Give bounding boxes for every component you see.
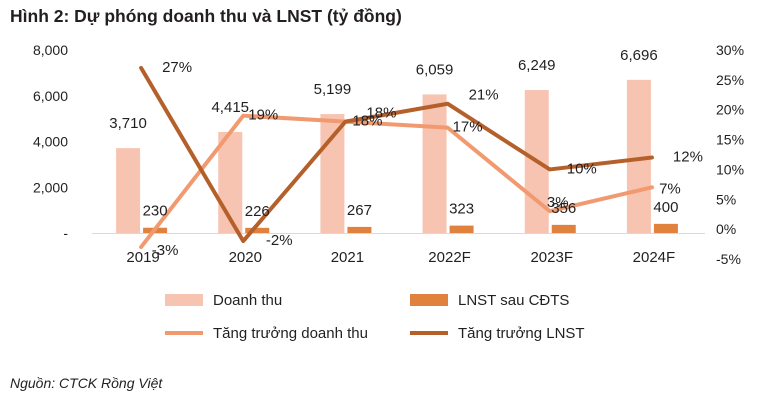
revenue-data-label: 6,059 (416, 61, 454, 78)
profit-data-label: 400 (653, 199, 678, 216)
legend-label: LNST sau CĐTS (458, 292, 569, 309)
y-right-tick-label: 30% (716, 42, 744, 58)
revenue-data-label: 6,249 (518, 57, 556, 74)
profit-growth-label: -2% (266, 232, 293, 249)
revenue-bar (116, 148, 141, 233)
x-tick-label: 2024F (633, 249, 676, 266)
profit-growth-label: 27% (162, 59, 192, 76)
revenue-data-label: 3,710 (109, 115, 147, 132)
revenue-data-label: 4,415 (211, 99, 249, 116)
profit-bar (347, 226, 372, 233)
profit-data-label: 356 (551, 200, 576, 217)
profit-growth-line (139, 65, 654, 244)
source-note: Nguồn: CTCK Rồng Việt (10, 375, 163, 391)
revenue-growth-label: 18% (352, 113, 382, 130)
revenue-growth-label: 3% (547, 194, 569, 211)
revenue-data-label: 6,696 (620, 47, 658, 64)
y-left-tick-label: - (63, 225, 68, 241)
legend-label: Tăng trưởng LNST (458, 325, 585, 342)
y-right-tick-label: 20% (716, 102, 744, 118)
y-right-tick-label: 25% (716, 72, 744, 88)
revenue-growth-label: 7% (659, 180, 681, 197)
y-right-tick-label: 15% (716, 132, 744, 148)
profit-growth-label: 18% (366, 105, 396, 122)
profit-data-label: 267 (347, 202, 372, 219)
y-right-tick-label: 5% (716, 191, 736, 207)
revenue-growth-label: -3% (152, 242, 179, 259)
revenue-bar (422, 94, 447, 233)
profit-growth-label: 10% (567, 160, 597, 177)
x-tick-label: 2020 (229, 249, 262, 266)
profit-growth-label: 21% (469, 87, 499, 104)
profit-data-label: 226 (245, 203, 270, 220)
y-right-tick-label: 10% (716, 161, 744, 177)
profit-growth-label: 12% (673, 148, 703, 165)
x-tick-label: 2022F (428, 249, 471, 266)
x-tick-label: 2023F (530, 249, 573, 266)
revenue-growth-label: 17% (453, 119, 483, 136)
profit-bar (449, 225, 474, 233)
y-right-tick-label: 0% (716, 221, 736, 237)
profit-bar (551, 224, 576, 233)
y-right-tick-label: -5% (716, 251, 741, 267)
chart-title: Hình 2: Dự phóng doanh thu và LNST (tỷ đ… (10, 6, 402, 26)
revenue-growth-label: 19% (248, 107, 278, 124)
legend-label: Doanh thu (213, 292, 282, 309)
x-tick-label: 2019 (126, 249, 159, 266)
revenue-bar (320, 114, 345, 233)
legend-swatch (410, 294, 448, 306)
revenue-growth-line (139, 113, 654, 250)
legend-label: Tăng trưởng doanh thu (213, 325, 368, 342)
profit-bar (245, 227, 270, 233)
x-tick-label: 2021 (331, 249, 364, 266)
profit-bar (653, 223, 678, 233)
revenue-data-label: 5,199 (314, 81, 352, 98)
legend-swatch (165, 294, 203, 306)
y-left-tick-label: 4,000 (33, 134, 68, 150)
y-left-tick-label: 6,000 (33, 88, 68, 104)
profit-data-label: 230 (143, 203, 168, 220)
profit-data-label: 323 (449, 201, 474, 218)
y-left-tick-label: 2,000 (33, 179, 68, 195)
y-left-tick-label: 8,000 (33, 42, 68, 58)
